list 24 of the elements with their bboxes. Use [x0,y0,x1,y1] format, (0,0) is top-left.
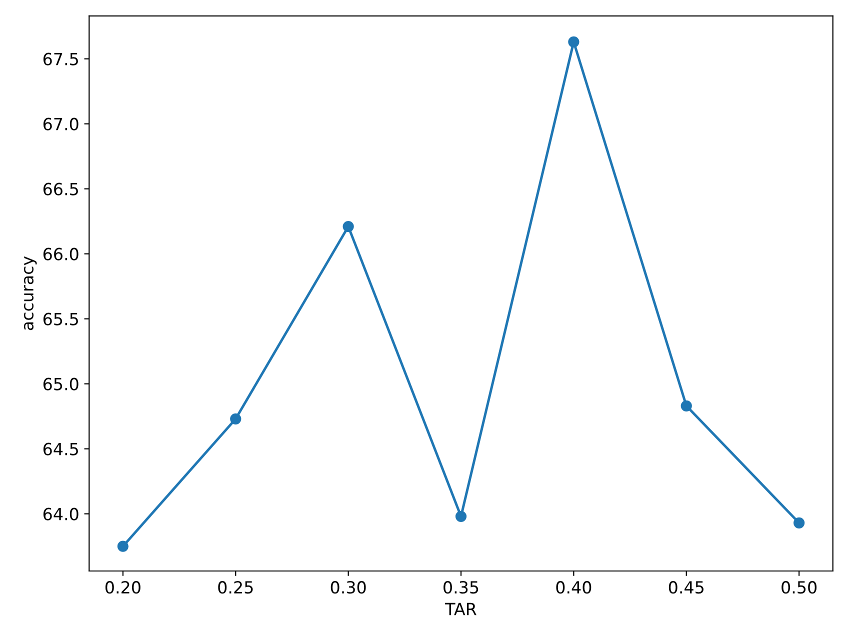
y-tick-label: 66.5 [43,182,78,196]
point [230,413,242,424]
x-axis-title: TAR [445,602,476,616]
x-tick-label: 0.30 [330,581,366,594]
y-tick-label: 67.5 [43,52,78,66]
x-tick-label: 0.25 [218,581,253,594]
y-tick-label: 65.0 [43,378,78,390]
x-tick-label: 0.45 [668,581,704,594]
y-tick-label: 64.5 [43,442,78,456]
y-tick-label: 66.0 [43,248,78,260]
point [455,510,467,522]
point [342,220,354,232]
x-tick-label: 0.40 [556,581,592,594]
point [117,540,129,552]
x-tick-label: 0.50 [782,581,817,594]
y-axis-title: accuracy [24,256,37,330]
x-tick-label: 0.35 [444,581,478,594]
x-tick-label: 0.20 [105,581,140,594]
y-tick-label: 65.5 [43,312,78,326]
point [680,400,692,412]
y-tick-label: 64.0 [43,508,78,520]
point [568,36,580,48]
y-tick-label: 67.0 [43,118,78,130]
point [794,517,805,528]
